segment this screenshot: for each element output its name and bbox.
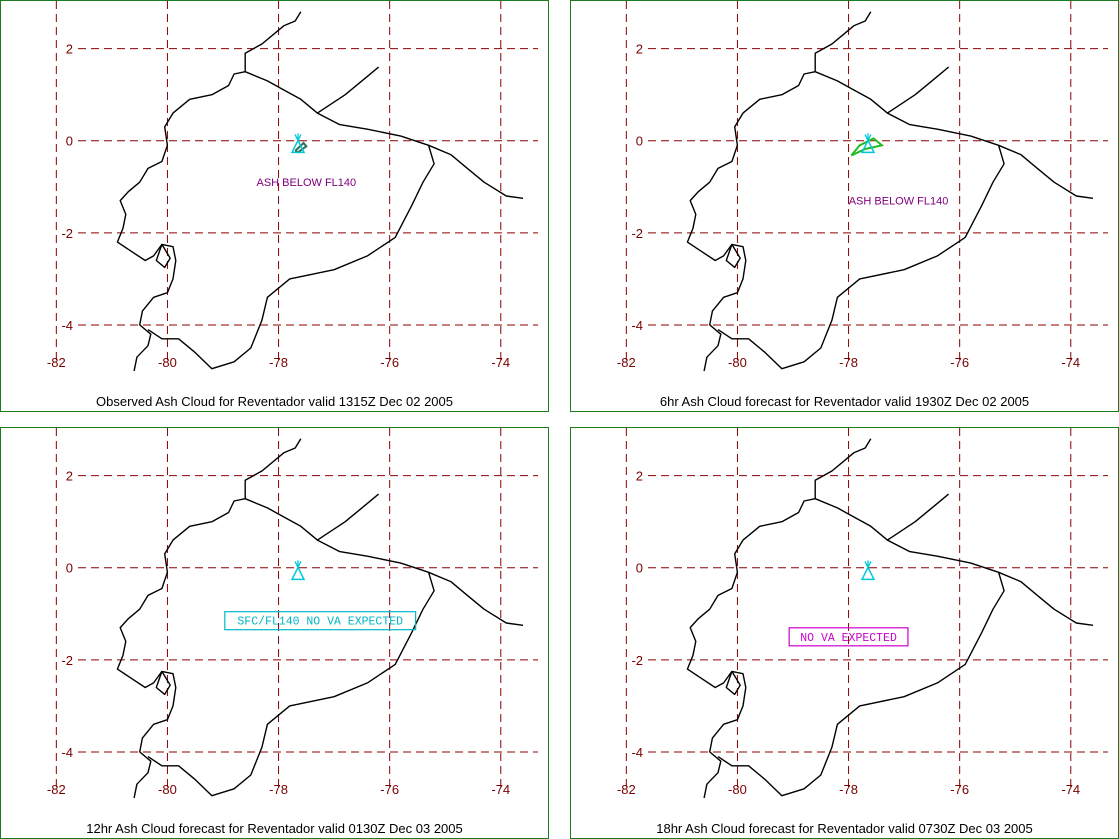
coastline [147, 498, 435, 797]
y-tick-label: 2 [636, 469, 643, 484]
coastline [116, 71, 246, 372]
x-tick-label: -78 [839, 782, 858, 797]
y-tick-label: -4 [61, 318, 73, 333]
coastline [725, 671, 741, 696]
annotation-text: NO VA EXPECTED [800, 632, 897, 645]
coastline [717, 71, 1005, 370]
panel-caption: 12hr Ash Cloud forecast for Reventador v… [86, 821, 463, 836]
annotation-box [788, 627, 909, 647]
coastline [725, 244, 741, 269]
coastline [998, 144, 1094, 199]
volcano-eruption-marks [294, 133, 302, 142]
coastline [317, 493, 380, 541]
x-tick-label: -82 [47, 355, 66, 370]
coastline [244, 11, 302, 72]
coastline [887, 493, 950, 541]
x-tick-label: -80 [158, 355, 177, 370]
map-panel-2: -82 -80 -78 -76 -74 2 0 -2 -4 ASH BELOW FL140 6hr … [570, 0, 1119, 412]
volcano-icon [290, 133, 306, 154]
volcano-icon [290, 560, 306, 581]
coastline [814, 11, 872, 72]
map-svg: -82 -80 -78 -76 -74 2 0 -2 -4 SFC/FL140 NO VA EXP… [47, 428, 538, 799]
coastline [244, 438, 302, 499]
x-tick-label: -74 [491, 355, 510, 370]
y-tick-label: 0 [66, 561, 73, 576]
volcano-triangle [290, 565, 306, 581]
map-panel-3: -82 -80 -78 -76 -74 2 0 -2 -4 SFC/FL140 NO VA EXP… [0, 427, 549, 839]
volcano-eruption-marks [864, 133, 872, 142]
coastline [998, 571, 1094, 626]
x-tick-label: -82 [617, 355, 636, 370]
y-tick-label: 2 [66, 469, 73, 484]
panel-caption: 6hr Ash Cloud forecast for Reventador va… [659, 394, 1030, 409]
coastline [155, 244, 171, 269]
coastline [717, 498, 1005, 797]
map-svg: -82 -80 -78 -76 -74 2 0 -2 -4 NO VA EXPECTED [617, 428, 1108, 799]
y-tick-label: -2 [61, 226, 73, 241]
annotation-text: SFC/FL140 NO VA EXPECTED [237, 616, 403, 629]
coastline [428, 144, 524, 199]
y-tick-label: 2 [636, 42, 643, 57]
y-tick-label: 0 [66, 134, 73, 149]
map-panel-4: -82 -80 -78 -76 -74 2 0 -2 -4 NO VA EXPECTED 18hr … [570, 427, 1119, 839]
volcano-triangle [860, 138, 876, 154]
y-tick-label: -2 [631, 226, 643, 241]
x-tick-label: -78 [269, 355, 288, 370]
x-tick-label: -78 [269, 782, 288, 797]
x-tick-label: -76 [380, 355, 399, 370]
map-svg: -82 -80 -78 -76 -74 2 0 -2 -4 ASH BELOW FL140 [47, 1, 538, 372]
volcano-eruption-marks [864, 560, 872, 569]
map-svg: -82 -80 -78 -76 -74 2 0 -2 -4 ASH BELOW FL140 [617, 1, 1108, 372]
volcano-triangle [290, 138, 306, 154]
coastline [147, 71, 435, 370]
volcano-icon [860, 560, 876, 581]
annotation-box [224, 611, 417, 631]
x-tick-label: -74 [1061, 782, 1080, 797]
x-tick-label: -74 [491, 782, 510, 797]
y-tick-label: -2 [61, 653, 73, 668]
map-panel-1: -82 -80 -78 -76 -74 2 0 -2 -4 ASH BELOW FL140 Obse… [0, 0, 549, 412]
coastline [317, 66, 380, 114]
annotation-text: ASH BELOW FL140 [849, 196, 949, 208]
x-tick-label: -82 [617, 782, 636, 797]
x-tick-label: -82 [47, 782, 66, 797]
annotation-text: ASH BELOW FL140 [257, 177, 357, 189]
x-tick-label: -78 [839, 355, 858, 370]
volcano-triangle [860, 565, 876, 581]
x-tick-label: -80 [728, 782, 747, 797]
y-tick-label: -4 [61, 745, 73, 760]
x-tick-label: -80 [728, 355, 747, 370]
coastline [686, 71, 816, 372]
coastline [887, 66, 950, 114]
coastline [116, 498, 246, 799]
x-tick-label: -76 [950, 782, 969, 797]
volcano-eruption-marks [294, 560, 302, 569]
x-tick-label: -74 [1061, 355, 1080, 370]
y-tick-label: -2 [631, 653, 643, 668]
coastline [155, 671, 171, 696]
y-tick-label: 0 [636, 561, 643, 576]
y-tick-label: 2 [66, 42, 73, 57]
panel-caption: 18hr Ash Cloud forecast for Reventador v… [656, 821, 1033, 836]
volcano-icon [860, 133, 876, 154]
y-tick-label: -4 [631, 745, 643, 760]
y-tick-label: 0 [636, 134, 643, 149]
panel-caption: Observed Ash Cloud for Reventador valid … [96, 394, 453, 409]
x-tick-label: -80 [158, 782, 177, 797]
coastline [428, 571, 524, 626]
x-tick-label: -76 [950, 355, 969, 370]
y-tick-label: -4 [631, 318, 643, 333]
coastline [814, 438, 872, 499]
x-tick-label: -76 [380, 782, 399, 797]
coastline [686, 498, 816, 799]
